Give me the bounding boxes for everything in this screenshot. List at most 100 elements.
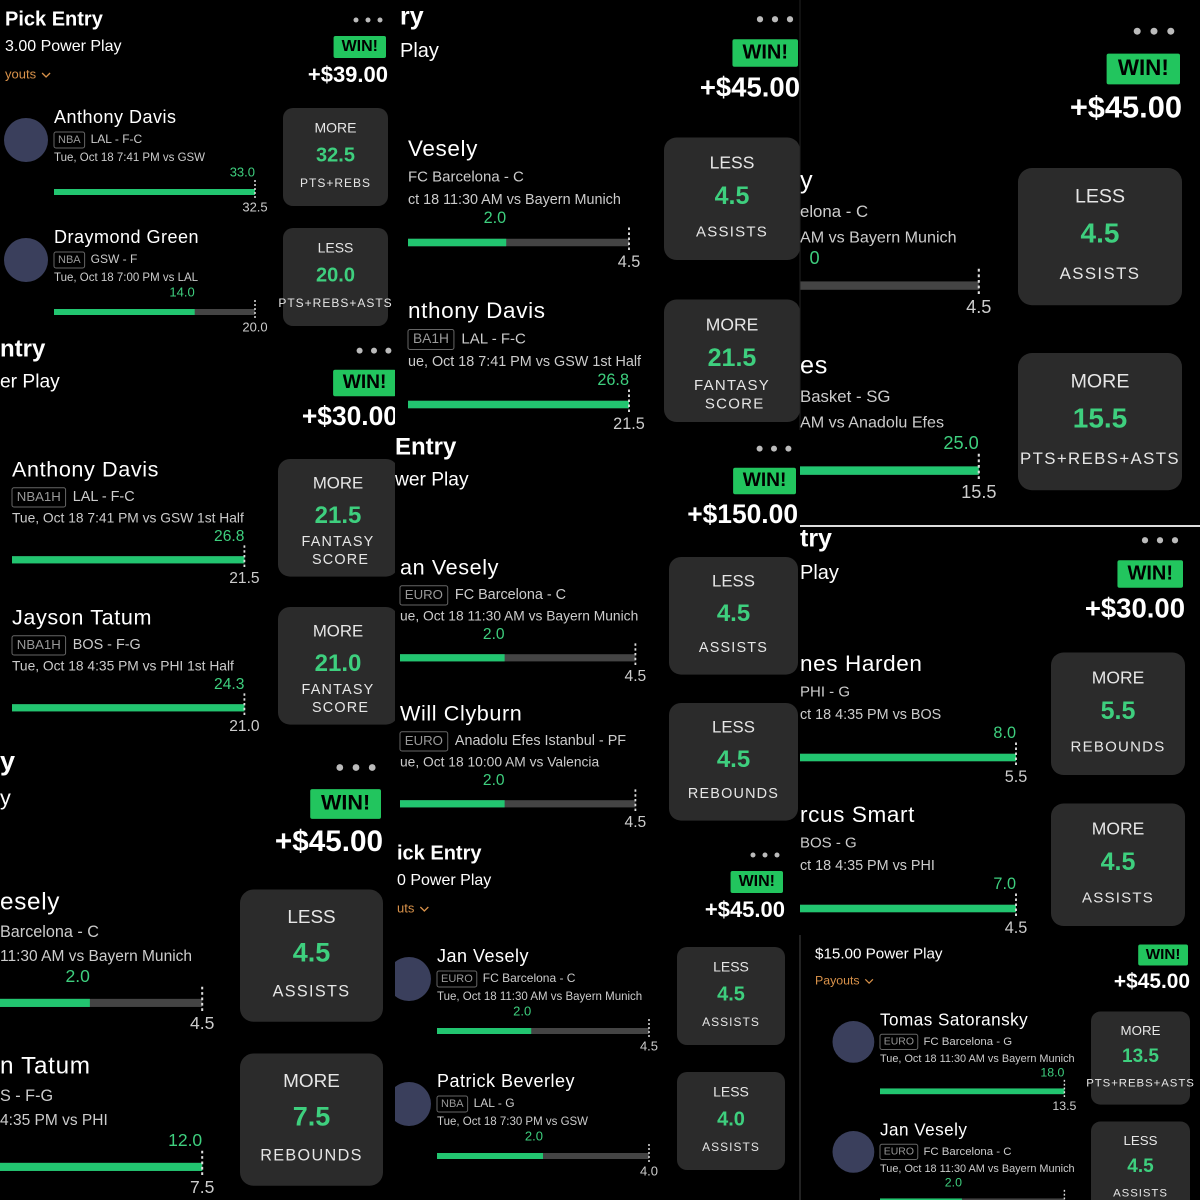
progress-fill [12,704,245,712]
menu-dot [353,17,359,23]
pick-line: 4.5 [1127,1156,1154,1177]
chevron [419,906,429,912]
league-badge-text: BA1H [413,331,449,346]
payout-amount: +$39.00 [308,62,388,87]
game-time: Tue, Oct 18 4:35 PM vs PHI 1st Half [12,659,234,674]
player-team: FC Barcelona - C [923,1146,1011,1158]
payout-amount: +$45.00 [1070,90,1182,125]
player-team: elona - C [800,202,868,221]
menu-dot [786,16,794,23]
player-team: Basket - SG [800,387,890,406]
player-name: Tomas Satoransky [880,1011,1028,1030]
actual-label: 2.0 [484,209,507,227]
actual-label: 33.0 [230,164,255,179]
player-avatar [395,957,431,1001]
player-name: es [800,352,828,380]
pick-line: 13.5 [1122,1046,1159,1067]
pick-direction: LESS [318,240,354,256]
panel: ry Play WIN! +$45.00 Vesely FC Barcelona - C c… [395,0,800,433]
game-time: Tue, Oct 18 7:41 PM vs GSW 1st Half [12,511,244,526]
pick-stat: PTS+REBS+ASTS [1020,449,1180,468]
player-name: rcus Smart [800,802,915,827]
line-label: 4.5 [625,814,647,831]
pick-stat: ASSISTS [702,1015,760,1029]
line-label: 4.5 [625,668,647,685]
game-time: Tue, Oct 18 7:30 PM vs GSW [437,1116,588,1128]
progress-track [408,238,629,247]
payouts-link: youts [5,66,37,81]
progress-fill [0,1162,203,1171]
pick-stat: PTS+REBS [300,176,371,190]
win-badge [733,467,796,495]
win-badge [1106,53,1180,85]
pick-stat: ASSISTS [273,982,351,1000]
pick-box [677,1072,785,1170]
progress-track [800,281,979,290]
entry-title: Entry [395,433,457,460]
player-name: Anthony Davis [12,457,159,482]
player-team: FC Barcelona - C [455,587,566,603]
entry-subtitle: $15.00 Power Play [815,946,943,963]
actual-label: 14.0 [169,284,194,299]
pick-box [664,299,800,422]
entry-title: ntry [0,335,46,362]
menu-dot [371,347,377,354]
menu-dot [385,347,392,354]
game-time: ue, Oct 18 10:00 AM vs Valencia [400,755,599,770]
chevron [41,72,51,78]
pick-line: 21.5 [315,502,362,529]
panel: ick Entry 0 Power Play uts WIN! +$45.00 Jan V… [395,840,800,1200]
actual-label: 0 [809,248,819,268]
actual-label: 2.0 [483,626,505,643]
player-name: Vesely [408,136,478,161]
win-badge-text: WIN! [743,470,787,491]
league-badge [11,487,67,508]
pick-stat: ASSISTS [696,223,768,240]
pick-stat: REBOUNDS [688,786,779,802]
panel: Entry wer Play WIN! +$150.00 an Vesely EURO FC… [394,430,800,840]
player-team: LAL - F-C [73,489,135,505]
actual-label: 2.0 [483,772,505,789]
pick-line: 4.5 [1081,218,1120,249]
league-badge [407,329,455,350]
player-name: n Tatum [0,1052,91,1079]
league-badge-text: NBA [58,254,81,266]
win-badge [732,39,798,67]
actual-label: 7.0 [993,875,1016,893]
pick-line: 4.5 [1101,848,1136,876]
win-badge-text: WIN! [342,38,378,55]
menu-dot [1141,537,1149,544]
pick-box [1051,652,1185,775]
pick-line: 4.5 [717,983,745,1005]
line-label: 21.5 [613,415,645,433]
game-time: Tue, Oct 18 11:30 AM vs Bayern Munich [880,1053,1075,1065]
actual-label: 18.0 [1040,1066,1064,1080]
pick-direction: MORE [313,474,363,493]
pick-direction: LESS [712,572,755,591]
actual-label: 26.8 [214,528,244,545]
line-label: 4.5 [640,1038,658,1053]
pick-box [1018,353,1182,491]
progress-track [400,654,636,662]
win-badge [333,36,386,58]
game-time: ue, Oct 18 7:41 PM vs GSW 1st Half [408,354,642,370]
pick-box [1018,168,1182,306]
win-badge-text: WIN! [742,41,788,63]
pick-line: 21.5 [708,344,757,372]
league-badge [53,251,86,269]
pick-box [240,889,383,1022]
pick-box [669,557,798,675]
entry-subtitle: wer Play [394,469,469,490]
win-badge-text: WIN! [321,790,370,815]
entry-title: ry [400,3,424,31]
panel: WIN! +$45.00 y elona - C AM vs Bayern Munich… [800,0,1200,525]
line-label: 20.0 [242,319,267,334]
progress-fill [880,1198,962,1200]
line-label: 7.5 [190,1177,215,1197]
menu-dot [1156,537,1164,544]
win-badge-text: WIN! [343,372,387,393]
pick-line: 5.5 [1101,697,1136,725]
league-badge [879,1143,919,1161]
league-badge-text: EURO [405,587,443,602]
entry-title: ick Entry [397,842,482,864]
